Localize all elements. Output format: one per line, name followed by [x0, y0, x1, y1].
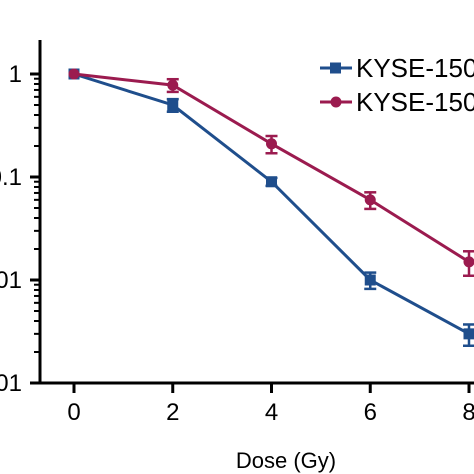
- data-point: [167, 99, 179, 111]
- y-tick-label: 1: [9, 61, 22, 88]
- x-tick-label: 6: [364, 399, 377, 426]
- data-point: [167, 79, 179, 91]
- y-tick-label: 0.01: [0, 267, 22, 294]
- legend-label: KYSE-150: [356, 87, 474, 117]
- x-tick-label: 0: [67, 399, 80, 426]
- data-point: [463, 256, 474, 268]
- data-point: [266, 176, 277, 188]
- legend-marker: [330, 96, 342, 108]
- series-1: [68, 68, 474, 347]
- axes: 1 0.1 0.01 0.001 0 2 4 6 8: [0, 40, 474, 426]
- data-point: [463, 328, 474, 340]
- data-point: [364, 274, 376, 286]
- x-tick-label: 4: [265, 399, 278, 426]
- legend-entry-2: KYSE-150: [320, 87, 474, 117]
- x-tick-label: 8: [462, 399, 474, 426]
- y-tick-label: 0.001: [0, 370, 22, 397]
- x-tick-label: 2: [166, 399, 179, 426]
- y-tick-label: 0.1: [0, 164, 22, 191]
- series-layer: [68, 68, 474, 347]
- x-axis-title: Dose (Gy): [236, 448, 336, 473]
- legend-marker: [330, 62, 341, 74]
- series-2: [68, 68, 474, 277]
- data-point: [68, 68, 80, 80]
- legend: KYSE-150 KYSE-150: [320, 53, 474, 117]
- data-point: [364, 194, 376, 206]
- legend-label: KYSE-150: [356, 53, 474, 83]
- data-point: [266, 138, 277, 150]
- legend-entry-1: KYSE-150: [320, 53, 474, 83]
